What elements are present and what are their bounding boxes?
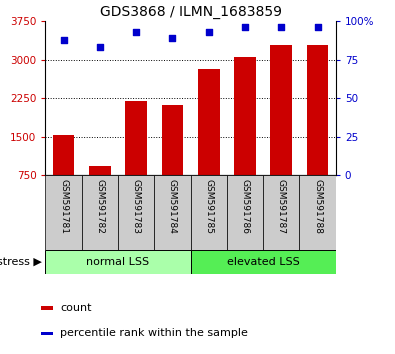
Text: GSM591785: GSM591785: [204, 179, 213, 234]
Bar: [263, 175, 299, 250]
Text: GSM591784: GSM591784: [168, 179, 177, 234]
Bar: [271, 45, 292, 175]
Bar: [82, 175, 118, 250]
Bar: [118, 175, 154, 250]
Bar: [125, 101, 147, 175]
Bar: [89, 166, 111, 175]
Bar: [154, 175, 191, 250]
Point: [314, 24, 321, 30]
Text: normal LSS: normal LSS: [87, 257, 150, 267]
Text: GSM591786: GSM591786: [241, 179, 250, 234]
Bar: [45, 175, 82, 250]
Text: stress ▶: stress ▶: [0, 257, 42, 267]
Bar: [45, 250, 190, 274]
Bar: [198, 69, 220, 175]
Title: GDS3868 / ILMN_1683859: GDS3868 / ILMN_1683859: [100, 5, 282, 19]
Text: GSM591781: GSM591781: [59, 179, 68, 234]
Bar: [307, 45, 329, 175]
Bar: [190, 175, 227, 250]
Bar: [41, 306, 53, 310]
Text: GSM591782: GSM591782: [95, 179, 104, 234]
Bar: [41, 332, 53, 335]
Point: [205, 29, 212, 35]
Point: [169, 35, 176, 41]
Bar: [53, 135, 75, 175]
Point: [133, 29, 139, 35]
Point: [278, 24, 284, 30]
Bar: [299, 175, 336, 250]
Bar: [227, 175, 263, 250]
Text: GSM591787: GSM591787: [277, 179, 286, 234]
Text: elevated LSS: elevated LSS: [227, 257, 299, 267]
Point: [242, 24, 248, 30]
Point: [97, 45, 103, 50]
Bar: [234, 57, 256, 175]
Bar: [162, 105, 183, 175]
Bar: [190, 250, 336, 274]
Text: GSM591783: GSM591783: [132, 179, 141, 234]
Text: GSM591788: GSM591788: [313, 179, 322, 234]
Text: count: count: [60, 303, 91, 313]
Text: percentile rank within the sample: percentile rank within the sample: [60, 329, 248, 338]
Point: [60, 37, 67, 42]
